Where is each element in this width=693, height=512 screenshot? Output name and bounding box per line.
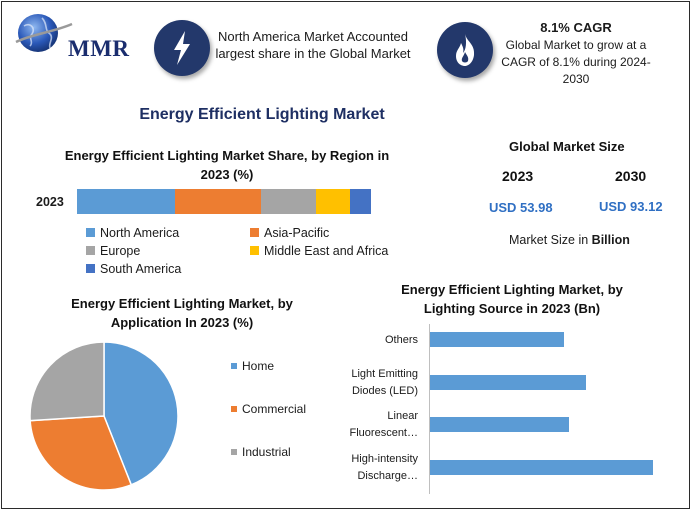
flame-icon xyxy=(437,22,493,78)
region-bar-segment-north-america xyxy=(77,189,175,214)
legend-middle-east-africa: Middle East and Africa xyxy=(250,244,388,258)
source-bar xyxy=(430,332,564,347)
legend-south-america: South America xyxy=(86,262,181,276)
pie-legend-commercial: Commercial xyxy=(231,402,306,416)
source-category-label-line: Fluorescent… xyxy=(349,427,418,439)
legend-swatch xyxy=(86,246,95,255)
legend-swatch xyxy=(250,246,259,255)
market-value-2030: USD 93.12 xyxy=(599,199,663,214)
source-category-label: High-intensity Discharge… xyxy=(322,451,418,485)
source-category-label-line: High-intensity xyxy=(351,452,418,465)
logo-text: MMR xyxy=(68,36,130,61)
market-size-note: Market Size in Billion xyxy=(509,233,630,247)
market-size-title: Global Market Size xyxy=(509,139,625,154)
source-category-label: Linear Fluorescent… xyxy=(322,408,418,442)
region-category-label: 2023 xyxy=(36,195,64,209)
region-bar-segment-europe xyxy=(260,189,316,214)
legend-swatch xyxy=(231,449,237,455)
source-bar xyxy=(430,417,570,432)
region-bar-segment-south-america xyxy=(349,189,371,214)
globe-logo-icon xyxy=(15,14,73,52)
region-stacked-bar xyxy=(77,189,371,214)
legend-label: South America xyxy=(100,262,182,276)
source-bar xyxy=(430,374,586,390)
pie-legend-industrial: Industrial xyxy=(231,445,291,459)
region-bar-segment-asia-pacific xyxy=(175,189,261,214)
source-category-label-line: Light Emitting xyxy=(351,367,418,380)
legend-swatch xyxy=(231,406,237,412)
legend-label: Asia-Pacific xyxy=(264,226,330,240)
source-category-label-line: Linear xyxy=(387,410,418,422)
source-category-label-line: Diodes (LED) xyxy=(351,384,418,397)
application-chart-title: Energy Efficient Lighting Market, by App… xyxy=(71,296,293,330)
legend-label: North America xyxy=(100,226,180,240)
region-chart-title: Energy Efficient Lighting Market Share, … xyxy=(64,148,390,182)
pie-legend-home: Home xyxy=(231,359,274,373)
pie-slice-home xyxy=(103,341,179,486)
legend-swatch xyxy=(231,363,237,369)
source-category-label: Others xyxy=(322,332,418,349)
legend-swatch xyxy=(86,264,95,273)
lightning-bolt-icon xyxy=(154,20,210,76)
source-bar xyxy=(430,459,653,475)
source-chart-axis xyxy=(429,324,430,494)
legend-swatch xyxy=(86,228,95,237)
market-year-2030: 2030 xyxy=(615,168,647,184)
main-title: Energy Efficient Lighting Market xyxy=(139,106,385,123)
legend-label: Industrial xyxy=(242,445,291,459)
application-pie-chart xyxy=(29,341,179,491)
pie-slice-industrial xyxy=(29,341,105,422)
source-category-label-line: Discharge… xyxy=(357,469,418,482)
legend-label: Middle East and Africa xyxy=(264,244,389,258)
market-size-note-unit: Billion xyxy=(591,233,630,247)
source-category-label: Light Emitting Diodes (LED) xyxy=(322,366,418,400)
source-chart-title: Energy Efficient Lighting Market, by Lig… xyxy=(401,282,623,316)
legend-asia-pacific: Asia-Pacific xyxy=(250,226,329,240)
region-bar-segment-middle-east-and-africa xyxy=(315,189,350,214)
info-north-america: North America Market Accounted largest s… xyxy=(215,29,411,61)
market-value-2023: USD 53.98 xyxy=(489,200,553,215)
cagr-text: Global Market to grow at a CAGR of 8.1% … xyxy=(501,38,651,86)
legend-swatch xyxy=(250,228,259,237)
legend-label: Commercial xyxy=(242,402,307,416)
market-size-note-prefix: Market Size in xyxy=(509,233,592,247)
legend-label: Europe xyxy=(100,244,141,258)
legend-label: Home xyxy=(242,359,275,373)
cagr-title: 8.1% CAGR xyxy=(540,20,612,35)
source-bar-chart: Others Light Emitting Diodes (LED) Linear Fl… xyxy=(322,324,682,494)
legend-europe: Europe xyxy=(86,244,140,258)
market-year-2023: 2023 xyxy=(502,168,534,184)
source-category-label-line: Others xyxy=(384,333,418,346)
legend-north-america: North America xyxy=(86,226,179,240)
pie-slice-commercial xyxy=(29,415,133,491)
